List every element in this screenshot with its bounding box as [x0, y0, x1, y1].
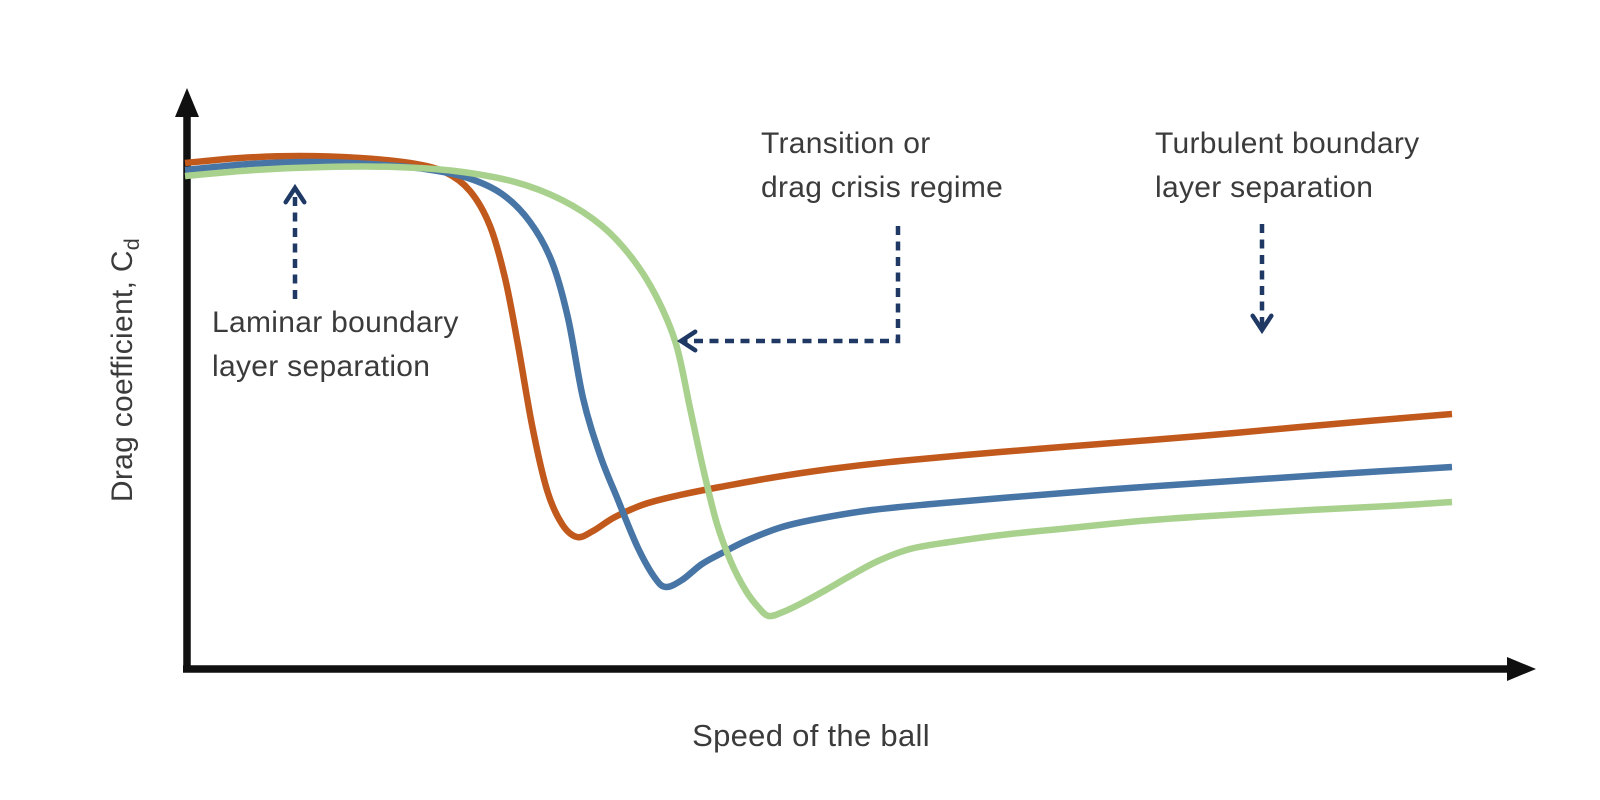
y-axis-label-subscript: d [119, 237, 144, 251]
annotation-transition: Transition or drag crisis regime [761, 127, 1004, 204]
x-axis-label: Speed of the ball [692, 718, 930, 753]
y-axis-label: Drag coefficient, Cd [106, 238, 144, 503]
series-curve-blue [184, 158, 1453, 591]
axes [175, 88, 1536, 681]
annotation-arrowhead-laminar-icon [283, 183, 307, 205]
series-layer [184, 152, 1453, 620]
y-axis-arrowhead-icon [175, 88, 199, 117]
series-curve-green [184, 163, 1453, 620]
annotation-arrowhead-transition-icon [676, 329, 698, 353]
annotation-arrowhead-turbulent-icon [1250, 313, 1274, 335]
annotation-arrow-transition [681, 226, 901, 344]
annotation-turbulent: Turbulent boundary layer separation [1155, 127, 1420, 204]
x-axis-arrowhead-icon [1507, 657, 1536, 681]
annotation-laminar: Laminar boundary layer separation [212, 306, 459, 383]
y-axis-label-text: Drag coefficient, C [106, 250, 139, 503]
annotation-arrow-layer [283, 183, 1274, 353]
